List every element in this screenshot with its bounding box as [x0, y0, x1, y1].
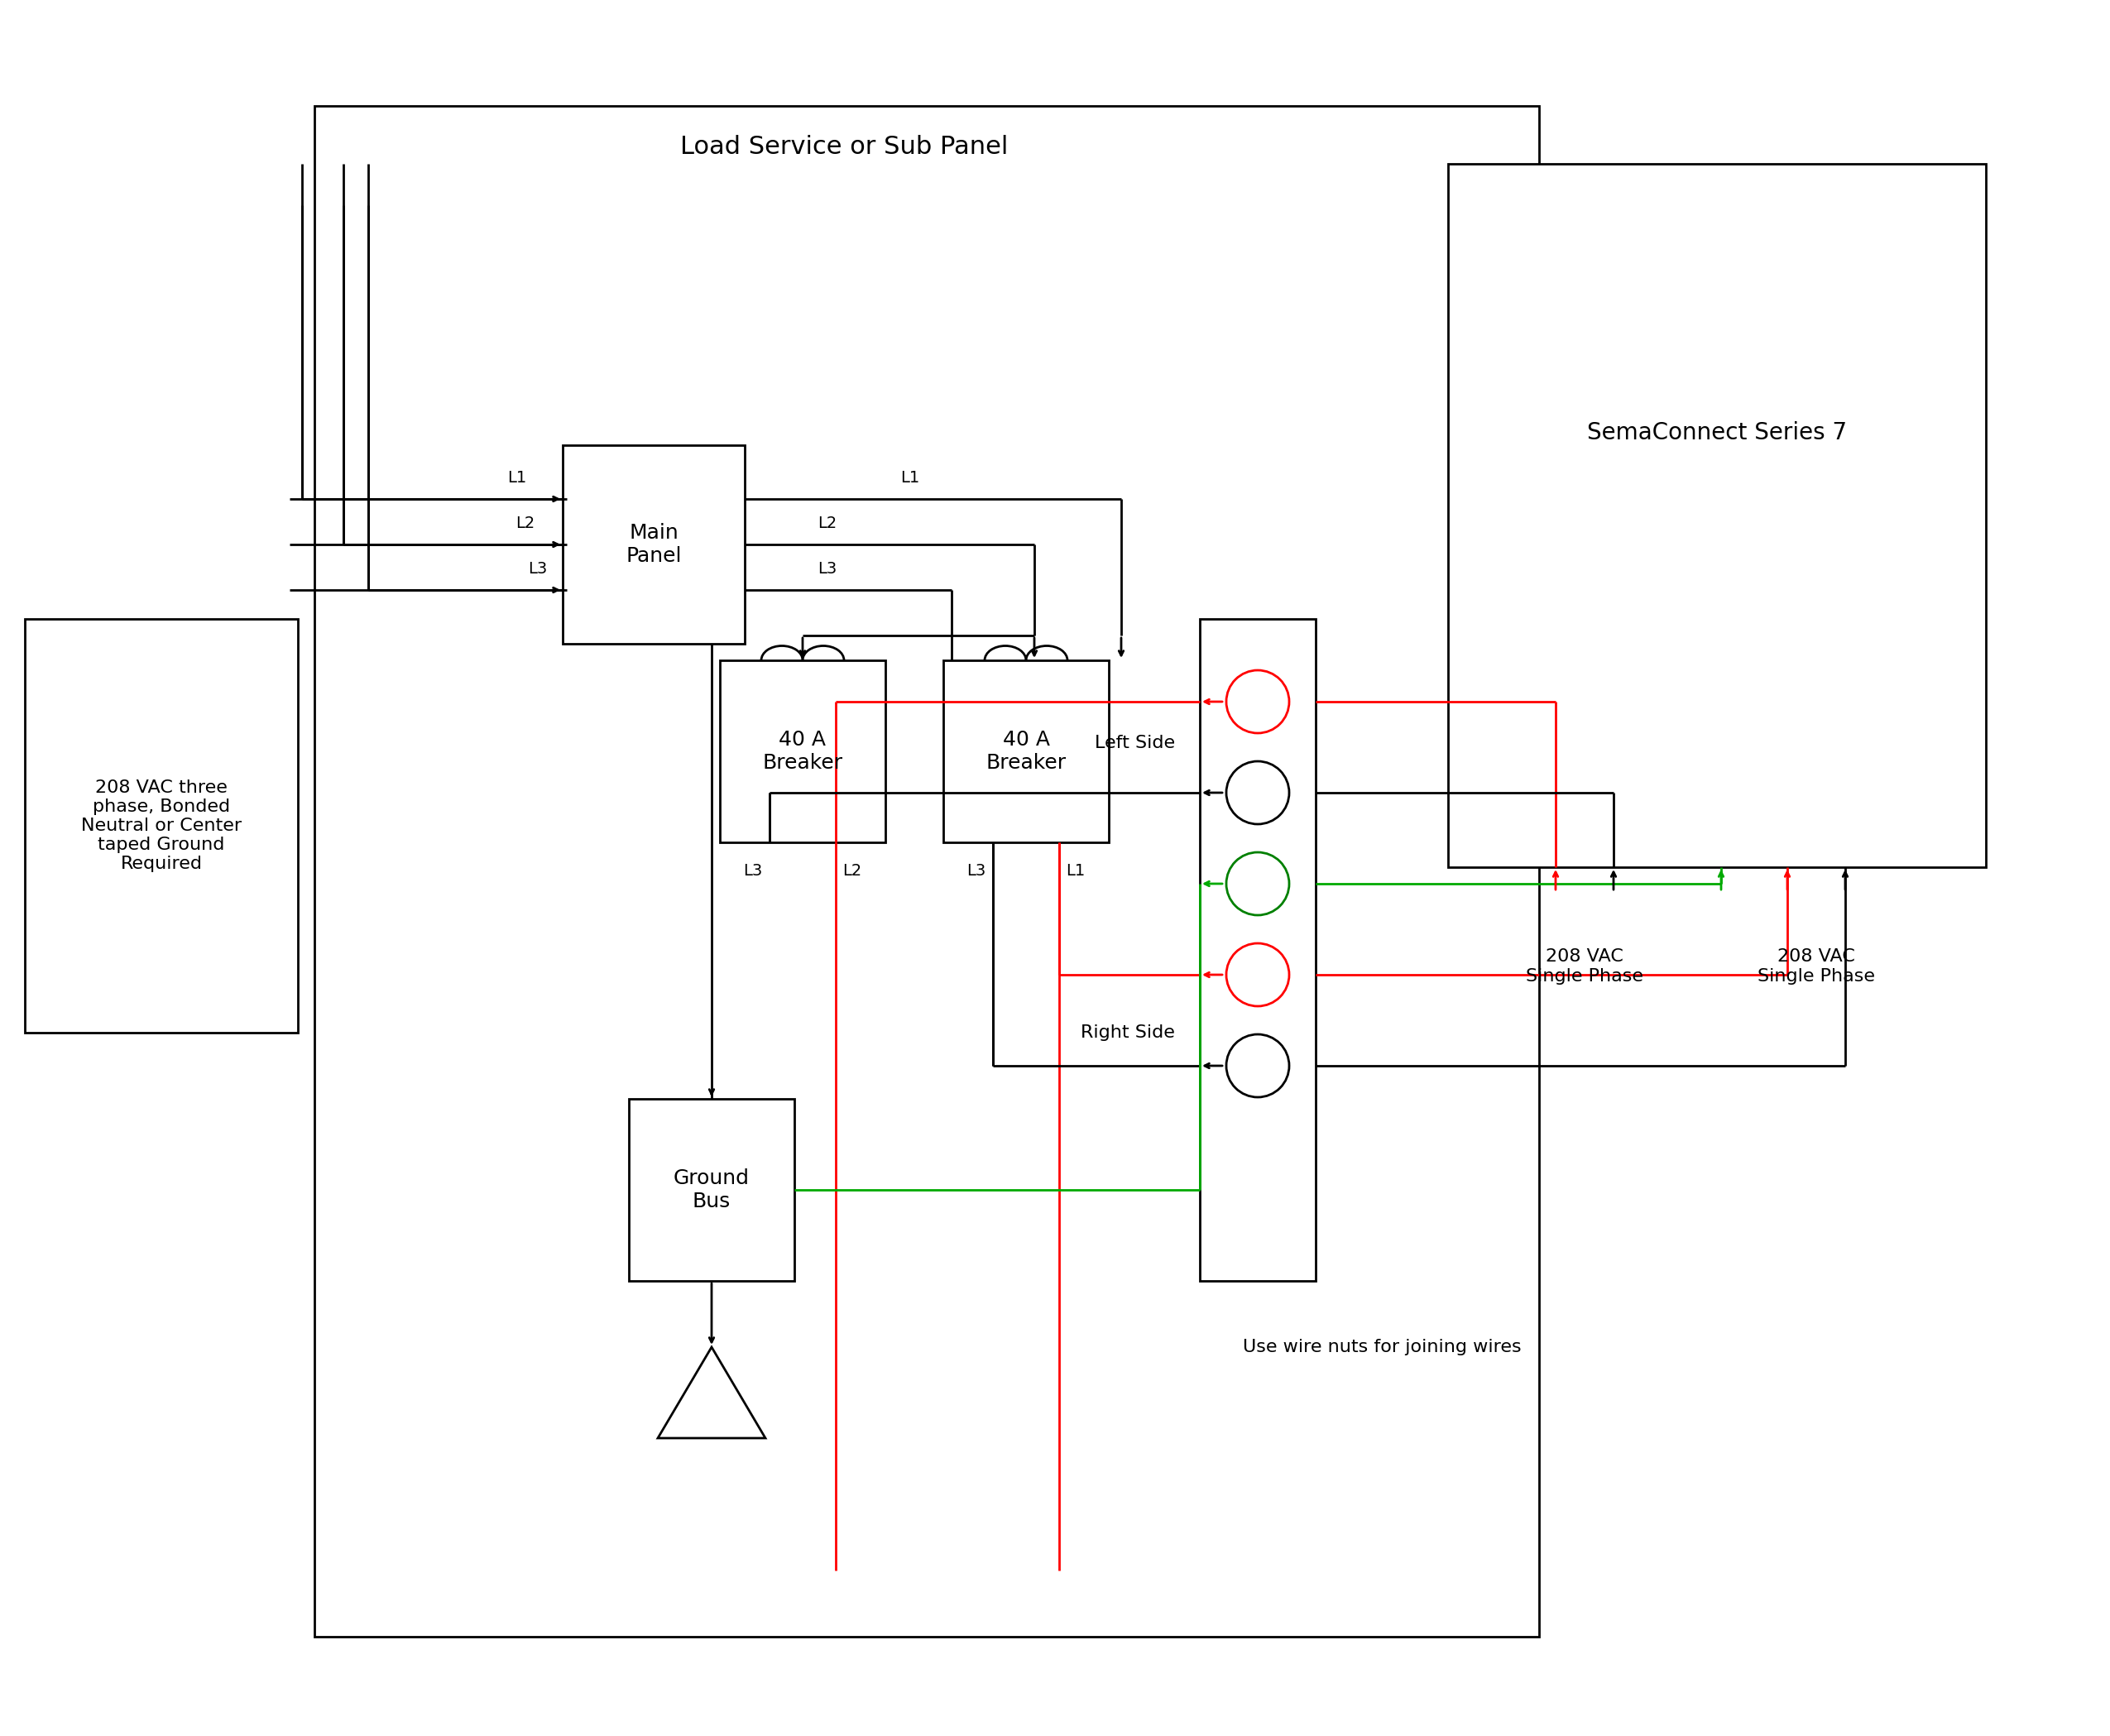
Text: 208 VAC
Single Phase: 208 VAC Single Phase — [1758, 948, 1876, 984]
Text: Ground
Bus: Ground Bus — [673, 1168, 749, 1212]
Text: 208 VAC three
phase, Bonded
Neutral or Center
taped Ground
Required: 208 VAC three phase, Bonded Neutral or C… — [80, 779, 243, 873]
FancyBboxPatch shape — [563, 444, 745, 644]
Text: SemaConnect Series 7: SemaConnect Series 7 — [1587, 422, 1846, 444]
Text: Load Service or Sub Panel: Load Service or Sub Panel — [679, 135, 1009, 160]
Text: L2: L2 — [842, 863, 861, 878]
Text: 208 VAC
Single Phase: 208 VAC Single Phase — [1526, 948, 1644, 984]
Text: L3: L3 — [743, 863, 762, 878]
FancyBboxPatch shape — [629, 1099, 793, 1281]
Text: L1: L1 — [509, 470, 528, 486]
Text: L2: L2 — [515, 516, 536, 531]
Text: 40 A
Breaker: 40 A Breaker — [985, 729, 1066, 773]
Text: L1: L1 — [1066, 863, 1085, 878]
FancyBboxPatch shape — [25, 620, 298, 1033]
Text: L3: L3 — [966, 863, 985, 878]
Text: Left Side: Left Side — [1095, 734, 1175, 752]
Text: 40 A
Breaker: 40 A Breaker — [762, 729, 842, 773]
FancyBboxPatch shape — [1447, 163, 1986, 868]
FancyBboxPatch shape — [720, 660, 886, 842]
Text: L2: L2 — [819, 516, 838, 531]
Text: L3: L3 — [528, 561, 546, 576]
Text: L1: L1 — [901, 470, 920, 486]
Text: Use wire nuts for joining wires: Use wire nuts for joining wires — [1243, 1338, 1521, 1356]
FancyBboxPatch shape — [1201, 620, 1317, 1281]
Text: Main
Panel: Main Panel — [627, 523, 682, 566]
Text: L3: L3 — [819, 561, 838, 576]
FancyBboxPatch shape — [943, 660, 1108, 842]
FancyBboxPatch shape — [314, 106, 1538, 1637]
Text: Right Side: Right Side — [1080, 1024, 1175, 1042]
